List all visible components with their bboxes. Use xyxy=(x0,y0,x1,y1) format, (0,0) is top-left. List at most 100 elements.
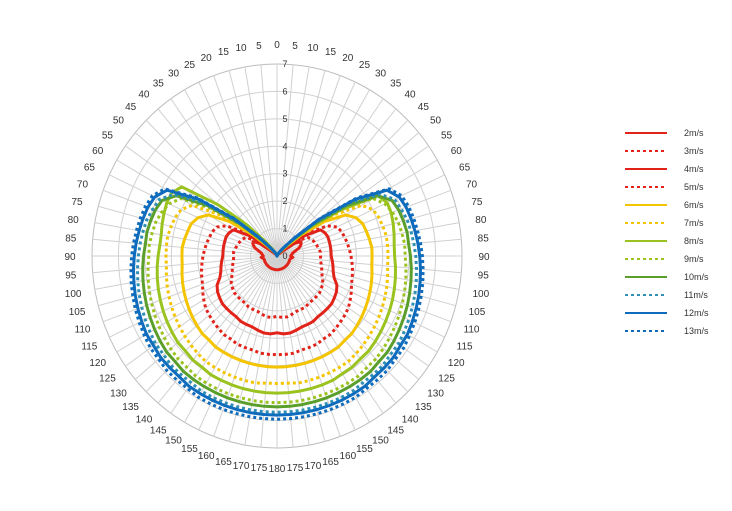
grid-spoke xyxy=(102,255,278,323)
angle-tick-label: 130 xyxy=(427,388,444,399)
angle-tick-label: 105 xyxy=(469,307,486,318)
angle-tick-label: 110 xyxy=(75,325,91,336)
angle-tick-label: 175 xyxy=(251,463,268,474)
angle-tick-label: 75 xyxy=(471,197,483,208)
angle-tick-label: 140 xyxy=(402,414,419,425)
grid-spoke xyxy=(276,238,462,257)
angle-tick-label: 40 xyxy=(404,90,416,101)
angle-tick-label: 130 xyxy=(110,388,127,399)
angle-tick-label: 115 xyxy=(457,342,473,353)
grid-spoke xyxy=(170,98,278,257)
angle-tick-label: 135 xyxy=(122,402,139,413)
series-line-8m-s xyxy=(155,185,397,395)
angle-tick-label: 155 xyxy=(356,444,373,455)
angle-tick-label: 95 xyxy=(478,270,490,281)
angle-tick-label: 60 xyxy=(92,146,104,157)
grid-spoke xyxy=(92,255,278,274)
angle-tick-label: 100 xyxy=(65,289,82,300)
radial-tick-label: 2 xyxy=(282,196,287,206)
angle-tick-label: 25 xyxy=(184,60,196,71)
radial-tick-label: 4 xyxy=(282,141,287,151)
angle-tick-label: 25 xyxy=(359,60,371,71)
angle-tick-label: 10 xyxy=(235,43,247,54)
angle-tick-label: 60 xyxy=(451,146,463,157)
angle-tick-label: 85 xyxy=(478,234,490,245)
series-line-13m-s xyxy=(129,187,425,421)
angle-tick-label: 125 xyxy=(438,374,455,385)
series-line-9m-s xyxy=(146,196,408,405)
grid-spoke xyxy=(276,255,397,404)
angle-tick-label: 15 xyxy=(325,47,337,58)
angle-tick-label: 65 xyxy=(459,162,471,173)
angle-tick-label: 0 xyxy=(274,40,280,51)
angle-tick-label: 160 xyxy=(339,451,356,462)
angle-tick-label: 50 xyxy=(113,116,125,127)
grid-spoke xyxy=(276,255,452,323)
grid-spoke xyxy=(260,255,278,448)
grid-spoke xyxy=(276,98,384,257)
grid-spoke xyxy=(184,89,278,257)
grid-spoke xyxy=(244,66,278,257)
grid-spoke xyxy=(276,255,462,274)
legend-label: 12m/s xyxy=(684,308,709,318)
legend-label: 4m/s xyxy=(684,164,704,174)
angle-tick-label: 160 xyxy=(198,451,215,462)
angle-tick-label: 80 xyxy=(68,215,80,226)
angle-tick-label: 75 xyxy=(71,197,83,208)
legend-label: 3m/s xyxy=(684,146,704,156)
angle-tick-label: 55 xyxy=(441,130,453,141)
angle-tick-label: 170 xyxy=(233,461,250,472)
angle-tick-label: 65 xyxy=(84,162,96,173)
grid-spoke xyxy=(276,255,445,338)
angle-tick-label: 15 xyxy=(218,47,230,58)
angle-tick-label: 90 xyxy=(478,252,490,263)
angle-tick-label: 125 xyxy=(99,374,116,385)
radial-tick-label: 5 xyxy=(282,114,287,124)
grid-spoke xyxy=(276,75,341,257)
angle-tick-label: 165 xyxy=(215,457,232,468)
angle-tick-label: 85 xyxy=(65,234,77,245)
grid-spoke xyxy=(157,255,278,404)
angle-tick-label: 10 xyxy=(307,43,319,54)
angle-tick-label: 150 xyxy=(165,436,182,447)
legend-label: 5m/s xyxy=(684,182,704,192)
angle-tick-label: 35 xyxy=(153,78,165,89)
angle-tick-label: 155 xyxy=(181,444,198,455)
grid-spoke xyxy=(276,108,397,257)
grid-spoke xyxy=(109,174,278,257)
series-line-12m-s xyxy=(132,188,422,417)
angle-tick-label: 30 xyxy=(375,68,387,79)
grid-spoke xyxy=(276,255,409,393)
angle-tick-labels: 0 5 10 152025303540455055606570758085909510… xyxy=(64,40,490,475)
grid-spoke xyxy=(213,75,278,257)
radial-tick-label: 0 xyxy=(282,251,287,261)
radial-tick-label: 3 xyxy=(282,169,287,179)
legend-label: 2m/s xyxy=(684,128,704,138)
angle-tick-label: 120 xyxy=(89,358,106,369)
angle-tick-label: 170 xyxy=(305,461,322,472)
grid-spoke xyxy=(276,89,370,257)
legend-label: 11m/s xyxy=(684,290,708,300)
legend-label: 10m/s xyxy=(684,272,709,282)
radial-tick-labels: 0 1 2 3 4 5 6 7 xyxy=(282,59,287,261)
chart-legend: 2m/s 3m/s 4m/s 5m/s 6m/s 7m/s 8m/s 9m/s 10m/s 11m… xyxy=(625,128,709,336)
grid-spoke xyxy=(145,255,278,393)
angle-tick-label: 5 xyxy=(292,41,298,52)
legend-label: 7m/s xyxy=(684,218,704,228)
radial-tick-label: 7 xyxy=(282,59,287,69)
angle-tick-label: 100 xyxy=(473,289,490,300)
series-line-2m-s xyxy=(251,240,303,272)
grid-spoke xyxy=(276,81,356,257)
grid-spoke xyxy=(276,255,460,290)
series-line-10m-s xyxy=(141,194,413,409)
grid-spoke xyxy=(276,64,294,257)
angle-tick-label: 145 xyxy=(150,426,167,437)
angle-tick-label: 165 xyxy=(322,457,339,468)
angle-tick-label: 70 xyxy=(77,179,89,190)
grid-spoke xyxy=(109,255,278,338)
angle-tick-label: 30 xyxy=(168,68,180,79)
angle-tick-label: 20 xyxy=(201,53,213,64)
angle-tick-label: 5 xyxy=(256,41,262,52)
angle-tick-label: 95 xyxy=(65,270,77,281)
